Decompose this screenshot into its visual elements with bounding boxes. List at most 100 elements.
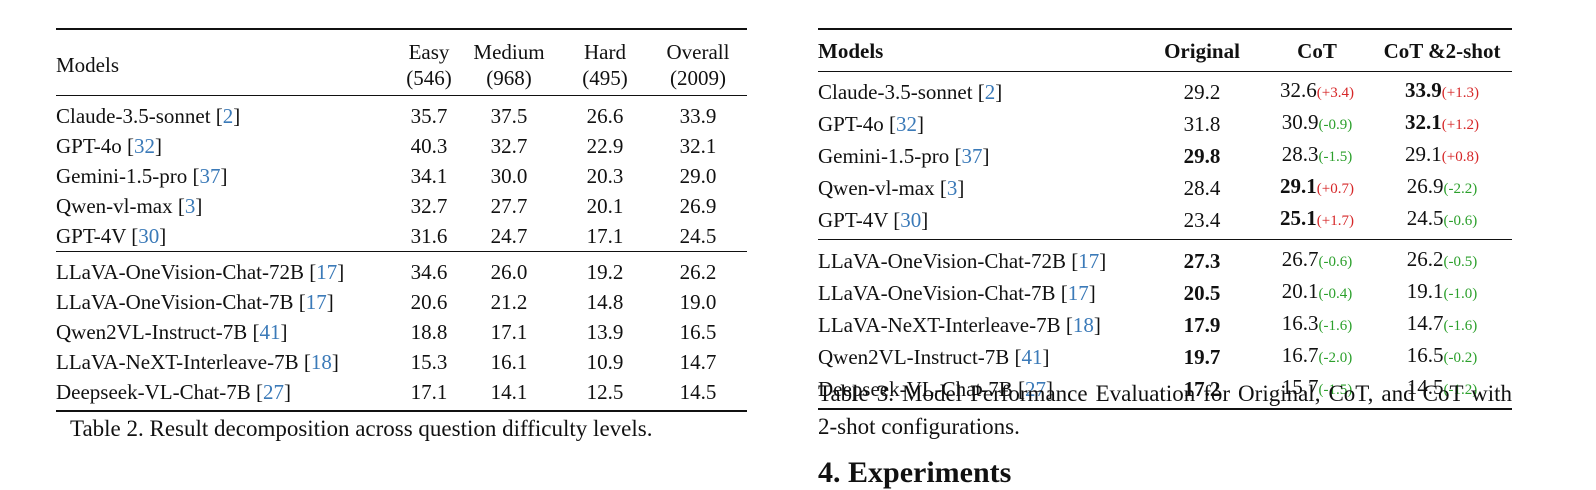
prompting-table: Models Original CoT CoT &2-shot Claude-3…	[818, 28, 1512, 410]
model-name: Deepseek-VL-Chat-7B [27]	[818, 373, 1142, 410]
value-cell: 18.8	[410, 320, 448, 344]
header-cot: CoT	[1297, 39, 1337, 63]
value-cell: 12.5	[561, 377, 649, 412]
value-cell: 24.7	[490, 224, 528, 248]
cot-2shot-value: 14.7	[1406, 311, 1444, 335]
citation-link[interactable]: 17	[1067, 280, 1089, 305]
value-cell: 29.0	[679, 164, 717, 188]
citation-link[interactable]: 17	[305, 290, 327, 314]
citation-link[interactable]: 32	[134, 134, 155, 158]
citation-link[interactable]: 41	[1021, 344, 1043, 369]
value-cell: 26.6	[586, 104, 624, 128]
table-row: Qwen2VL-Instruct-7B [41] 18.8 17.1 13.9 …	[56, 317, 747, 347]
value-cell: 27.7	[490, 194, 528, 218]
table-row: LLaVA-OneVision-Chat-7B [17] 20.5 20.1(-0.…	[818, 277, 1512, 309]
citation-link[interactable]: 32	[896, 111, 917, 136]
cot-2shot-cell: 32.1(+1.2)	[1372, 108, 1512, 140]
header-easy-label: Easy	[408, 40, 450, 64]
value-cell: 40.3	[410, 134, 448, 158]
table-row: LLaVA-OneVision-Chat-72B [17] 27.3 26.7(-0…	[818, 239, 1512, 277]
cot-2shot-delta: (+1.3)	[1441, 85, 1479, 101]
value-cell: 34.6	[401, 251, 457, 287]
citation-link[interactable]: 17	[1078, 248, 1100, 273]
table-row: Deepseek-VL-Chat-7B [27] 17.1 14.1 12.5 …	[56, 377, 747, 412]
citation-link[interactable]: 41	[259, 320, 281, 344]
cot-value: 15.7	[1281, 375, 1319, 399]
cot-2shot-cell: 29.1(+0.8)	[1372, 140, 1512, 172]
citation-link[interactable]: 30	[138, 224, 160, 248]
header-medium: Medium (968)	[457, 29, 561, 96]
table-row: LLaVA-OneVision-Chat-7B [17] 20.6 21.2 1…	[56, 287, 747, 317]
value-cell: 14.5	[649, 377, 747, 412]
value-cell: 22.9	[586, 134, 624, 158]
table-row: Qwen2VL-Instruct-7B [41] 19.7 16.7(-2.0) 16…	[818, 341, 1512, 373]
citation-link[interactable]: 27	[263, 380, 285, 404]
model-name: LLaVA-OneVision-Chat-7B [17]	[56, 290, 334, 314]
model-name: Gemini-1.5-pro [37]	[56, 164, 228, 188]
cot-2shot-cell: 26.2(-0.5)	[1372, 239, 1512, 277]
citation-link[interactable]: 3	[946, 175, 958, 200]
header-cot-2shot: CoT &2-shot	[1383, 39, 1501, 63]
table-row: GPT-4o [32] 31.8 30.9(-0.9) 32.1(+1.2)	[818, 108, 1512, 140]
table-row: Deepseek-VL-Chat-7B [27] 17.2 15.7(-1.5) 14…	[818, 373, 1512, 410]
original-value: 27.3	[1183, 248, 1221, 273]
citation-link[interactable]: 37	[961, 143, 983, 168]
citation-link[interactable]: 27	[1025, 376, 1047, 401]
citation-link[interactable]: 3	[184, 194, 196, 218]
citation-link[interactable]: 18	[1072, 312, 1094, 337]
original-value: 29.2	[1183, 79, 1221, 104]
table-2-caption: Table 2. Result decomposition across que…	[70, 416, 653, 441]
citation-link[interactable]: 18	[310, 350, 332, 374]
citation-link[interactable]: 2	[984, 79, 996, 104]
cot-delta: (+1.7)	[1316, 213, 1354, 229]
citation-link[interactable]: 17	[316, 260, 338, 284]
table-row: Gemini-1.5-pro [37] 29.8 28.3(-1.5) 29.1(+0…	[818, 140, 1512, 172]
model-name: GPT-4V [30]	[56, 224, 167, 248]
table-row: Claude-3.5-sonnet [2] 35.7 37.5 26.6 33.…	[56, 96, 747, 132]
citation-link[interactable]: 30	[900, 207, 922, 232]
cot-delta: (+3.4)	[1316, 85, 1354, 101]
cot-2shot-cell: 16.5(-0.2)	[1372, 341, 1512, 373]
citation-link[interactable]: 37	[199, 164, 221, 188]
cot-2shot-cell: 14.5(-1.2)	[1372, 373, 1512, 410]
open-models-group: LLaVA-OneVision-Chat-72B [17] 34.6 26.0 …	[56, 251, 747, 412]
table-row: Qwen-vl-max [3] 28.4 29.1(+0.7) 26.9(-2.2)	[818, 172, 1512, 204]
table-3: Models Original CoT CoT &2-shot Claude-3…	[818, 28, 1512, 439]
value-cell: 33.9	[679, 104, 717, 128]
header-overall-count: (2009)	[670, 66, 726, 90]
cot-value: 20.1	[1281, 279, 1319, 303]
value-cell: 14.8	[586, 290, 624, 314]
value-cell: 15.3	[410, 350, 448, 374]
cot-value: 30.9	[1281, 110, 1319, 134]
cot-2shot-cell: 26.9(-2.2)	[1372, 172, 1512, 204]
table-3-caption: Table 3. Model Performance Evaluation fo…	[818, 381, 1512, 439]
value-cell: 17.1	[586, 224, 624, 248]
cot-2shot-value: 19.1	[1406, 279, 1444, 303]
open-models-group: LLaVA-OneVision-Chat-72B [17] 27.3 26.7(-0…	[818, 239, 1512, 410]
cot-2shot-delta: (-1.0)	[1443, 286, 1478, 302]
value-cell: 19.0	[679, 290, 717, 314]
citation-link[interactable]: 2	[222, 104, 234, 128]
original-cell: 29.8	[1142, 140, 1262, 172]
cot-value: 16.3	[1281, 311, 1319, 335]
cot-value: 26.7	[1281, 247, 1319, 271]
model-name: Claude-3.5-sonnet [2]	[56, 104, 241, 128]
cot-value: 32.6	[1280, 78, 1317, 102]
value-cell: 14.7	[679, 350, 717, 374]
model-name: Deepseek-VL-Chat-7B [27]	[56, 377, 401, 412]
cot-cell: 15.7(-1.5)	[1262, 373, 1372, 410]
table-row: GPT-4o [32] 40.3 32.7 22.9 32.1	[56, 131, 747, 161]
cot-cell: 29.1(+0.7)	[1262, 172, 1372, 204]
header-easy-count: (546)	[406, 66, 452, 90]
table-header: Models Original CoT CoT &2-shot	[818, 29, 1512, 72]
header-hard-count: (495)	[582, 66, 628, 90]
original-cell: 19.7	[1142, 341, 1262, 373]
cot-2shot-value: 32.1	[1405, 110, 1442, 134]
table-row: Gemini-1.5-pro [37] 34.1 30.0 20.3 29.0	[56, 161, 747, 191]
cot-2shot-value: 29.1	[1405, 142, 1442, 166]
cot-2shot-delta: (-0.6)	[1443, 213, 1478, 229]
cot-2shot-cell: 14.7(-1.6)	[1372, 309, 1512, 341]
cot-2shot-value: 33.9	[1405, 78, 1442, 102]
value-cell: 24.5	[679, 224, 717, 248]
value-cell: 26.2	[649, 251, 747, 287]
